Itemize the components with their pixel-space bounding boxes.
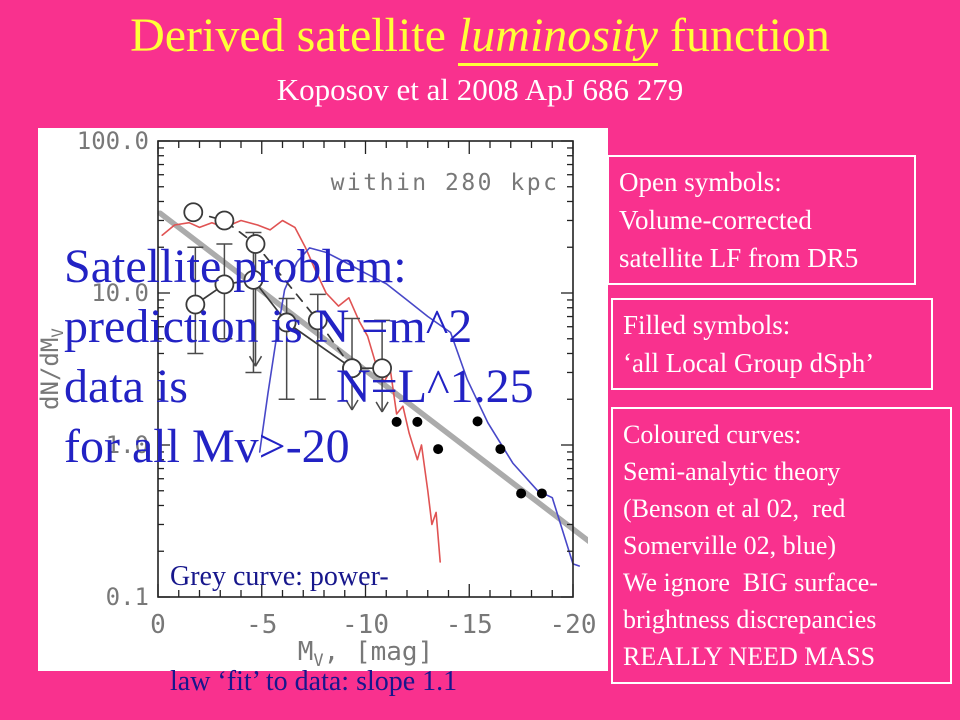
luminosity-function-chart: 0 -5 -10 -15 -20 100.0 10.0 1.0 0.1 MV, [mag] dN/d…	[36, 127, 597, 671]
grey-curve-caption: Grey curve: power- law ‘fit’ to data: sl…	[170, 489, 457, 720]
legend-box-line: Coloured curves:	[623, 420, 802, 449]
upper-limit-arrow	[375, 401, 383, 413]
overlay-line-prediction: prediction is N =m^2	[64, 300, 473, 353]
upper-limit-arrow	[381, 401, 389, 413]
annotation-within-280kpc: within 280 kpc	[331, 170, 560, 196]
legend-box-filled-symbols: Filled symbols: ‘all Local Group dSph’	[611, 298, 933, 390]
filled-dot-marker	[412, 416, 423, 427]
filled-dot-marker	[391, 416, 402, 427]
luminosity-function-plot: 0 -5 -10 -15 -20 100.0 10.0 1.0 0.1 MV, [mag] dN/d…	[36, 127, 608, 671]
open-circle-marker	[342, 358, 362, 379]
slide-title-suffix: function	[657, 9, 830, 62]
upper-limit-arrow	[254, 355, 263, 367]
legend-box-line: REALLY NEED MASS	[623, 642, 876, 671]
grey-curve-caption-line-1: Grey curve: power-	[170, 561, 389, 592]
legend-box-line: satellite LF from DR5	[619, 243, 859, 273]
x-tick-label: -5	[246, 610, 277, 640]
y-tick-label: 100.0	[77, 128, 149, 155]
x-tick-label: 0	[150, 610, 166, 640]
filled-dot-marker	[516, 488, 527, 499]
slide-title: Derived satellite luminosity function	[0, 9, 960, 66]
slide-subtitle: Koposov et al 2008 ApJ 686 279	[276, 72, 684, 107]
plot-frame	[157, 140, 574, 598]
upper-limit-arrow	[248, 355, 257, 367]
x-axis-label: MV, [mag]	[298, 637, 433, 671]
filled-dot-marker	[536, 488, 547, 499]
open-circle-marker	[185, 294, 206, 315]
upper-limit-arrow	[345, 399, 353, 411]
y-tick-label: 10.0	[91, 279, 149, 307]
upper-limit-arrow	[351, 399, 359, 411]
legend-box-line: Open symbols:	[619, 167, 782, 197]
legend-box-line: ‘all Local Group dSph’	[623, 348, 875, 378]
filled-dot-marker	[433, 444, 444, 455]
open-circle-marker	[372, 358, 393, 379]
legend-box-open-symbols: Open symbols: Volume-corrected satellite…	[607, 155, 916, 285]
open-circle-marker	[183, 202, 204, 223]
x-tick-label: -20	[550, 610, 597, 640]
overlay-line-for-all-mv: for all Mv>-20	[64, 420, 350, 473]
x-tick-label: -10	[342, 610, 389, 640]
open-circle-marker	[245, 234, 266, 254]
open-circle-marker	[307, 310, 328, 331]
blue-curve	[258, 247, 580, 567]
open-circle-marker	[214, 210, 235, 231]
axes-layer: 0 -5 -10 -15 -20 100.0 10.0 1.0 0.1 MV, [mag] dN/d…	[36, 127, 597, 671]
y-tick-label: 0.1	[106, 583, 149, 611]
x-tick-label: -15	[446, 610, 493, 640]
open-circle-marker	[214, 274, 235, 295]
slide-title-emphasis: luminosity	[457, 9, 658, 66]
filled-dot-marker	[495, 444, 506, 455]
legend-box-line: brightness discrepancies	[623, 605, 877, 634]
legend-box-line: Filled symbols:	[623, 310, 791, 340]
legend-box-line: Somerville 02, blue)	[623, 531, 837, 560]
overlay-line-data-is: data is	[64, 360, 188, 413]
y-tick-label: 1.0	[106, 431, 149, 459]
open-circle-marker	[276, 312, 297, 333]
legend-box-line: Semi-analytic theory	[623, 457, 841, 486]
legend-box-line: Volume-corrected	[619, 205, 812, 235]
legend-box-line: We ignore BIG surface-	[623, 568, 878, 597]
legend-box-coloured-curves: Coloured curves: Semi-analytic theory (B…	[611, 407, 952, 684]
overlay-line-satellite-problem: Satellite problem:	[64, 240, 407, 293]
slide-title-prefix: Derived satellite	[130, 9, 458, 62]
open-circle-marker	[243, 269, 264, 290]
filled-dot-marker	[472, 416, 483, 427]
grey-curve-caption-line-2: law ‘fit’ to data: slope 1.1	[170, 666, 458, 697]
markers-layer	[183, 202, 547, 499]
overlay-line-n-equals-l: N=L^1.25	[336, 360, 534, 413]
legend-box-line: (Benson et al 02, red	[623, 494, 846, 523]
y-axis-label: dN/dMV	[38, 328, 67, 410]
